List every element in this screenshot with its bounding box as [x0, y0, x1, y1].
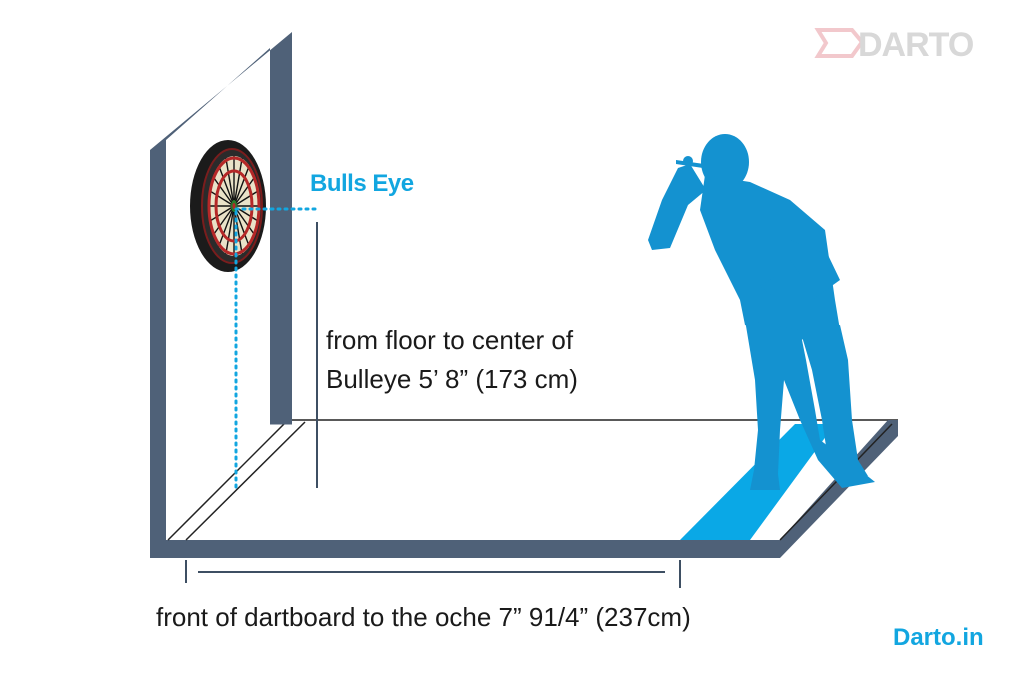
dartboard-wedge	[212, 176, 235, 207]
dartboard-wedge	[218, 165, 235, 207]
floor-front-edge	[150, 540, 780, 558]
dartboard-wedge	[233, 165, 250, 207]
height-label-line-2: Bulleye 5’ 8” (173 cm)	[326, 364, 578, 394]
logo-text: DARTO	[858, 26, 974, 64]
floor-inner-right	[779, 423, 893, 541]
dartboard-wedge	[225, 205, 235, 254]
dartboard-wedge	[208, 205, 235, 223]
dartboard-wedge	[212, 205, 235, 236]
dartboard-wedge	[208, 189, 235, 207]
distance-label: front of dartboard to the oche 7” 91/4” …	[156, 602, 691, 632]
dartboard-wedge	[225, 158, 235, 207]
bulls-eye-label: Bulls Eye	[310, 170, 414, 197]
dartboard-wedge	[233, 205, 256, 236]
player-silhouette	[648, 134, 875, 490]
dartboard-wedge	[233, 158, 243, 207]
floor-inner-left-1	[167, 419, 289, 541]
floor-inner-left-2	[185, 421, 306, 541]
darto-logo: DARTO	[814, 26, 975, 64]
floor-right-edge	[780, 420, 898, 558]
wall	[150, 32, 292, 540]
dartboard-icon	[190, 140, 266, 272]
height-label-line-1: from floor to center of	[326, 325, 574, 355]
dartboard-wedge	[233, 176, 256, 207]
dartboard-wedge	[233, 189, 260, 207]
site-label: Darto.in	[893, 624, 984, 651]
dartboard-wedge	[218, 205, 235, 247]
